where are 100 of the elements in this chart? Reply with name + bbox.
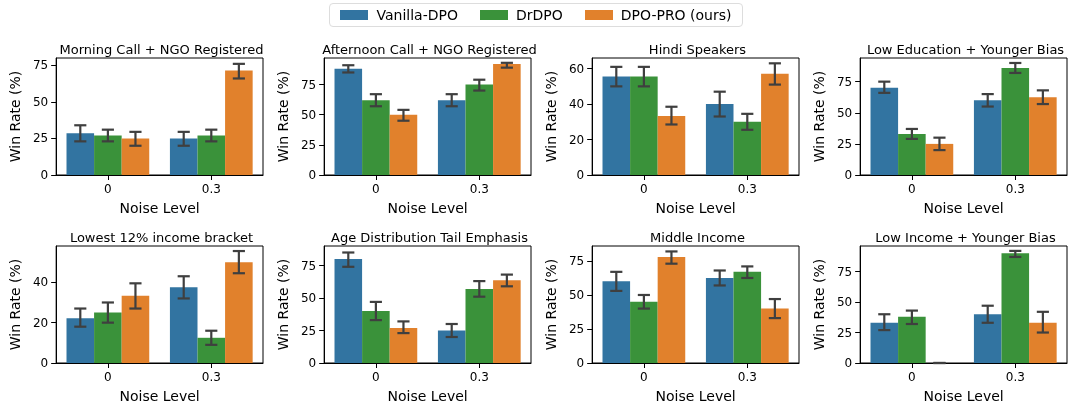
bar xyxy=(493,280,521,363)
y-tick-label: 75 xyxy=(32,58,49,73)
x-tick-label: 0.3 xyxy=(1005,182,1025,196)
y-tick-label: 0 xyxy=(844,168,853,182)
bar xyxy=(121,138,150,175)
x-tick-label: 0.3 xyxy=(201,370,221,384)
x-tick-label: 0.3 xyxy=(1005,370,1025,384)
bar xyxy=(493,64,521,175)
bar xyxy=(362,100,390,175)
y-tick-label: 25 xyxy=(300,137,317,152)
chart-title: Hindi Speakers xyxy=(648,42,747,57)
y-tick-label: 60 xyxy=(568,61,585,76)
y-tick-label: 0 xyxy=(308,356,317,370)
bar xyxy=(197,135,226,175)
bar xyxy=(602,281,631,363)
bar xyxy=(66,318,95,363)
y-tick-label: 50 xyxy=(300,291,317,305)
y-tick-label: 0 xyxy=(308,168,317,182)
y-tick-label: 50 xyxy=(568,287,585,302)
chart-title: Middle Income xyxy=(650,230,745,245)
bar xyxy=(1029,322,1057,363)
bar xyxy=(925,143,954,175)
y-tick-label: 25 xyxy=(836,325,853,340)
y-axis-title: Win Rate (%) xyxy=(7,70,23,163)
bar xyxy=(657,115,686,175)
x-axis-title: Noise Level xyxy=(923,200,1004,216)
bar xyxy=(334,259,363,363)
y-tick-label: 75 xyxy=(300,258,317,273)
bar xyxy=(898,133,926,175)
y-tick-label: 25 xyxy=(836,136,853,151)
x-axis-title: Noise Level xyxy=(119,388,200,404)
x-axis-title: Noise Level xyxy=(655,200,736,216)
bar xyxy=(94,135,122,175)
bar xyxy=(437,330,466,363)
y-tick-label: 20 xyxy=(568,132,585,147)
x-tick-label: 0 xyxy=(908,182,916,196)
chart-title: Morning Call + NGO Registered xyxy=(59,42,264,57)
legend-label: DrDPO xyxy=(515,7,563,23)
x-tick-label: 0 xyxy=(372,370,380,384)
bar xyxy=(1029,97,1057,175)
bar xyxy=(705,104,734,175)
bar xyxy=(630,76,658,175)
x-axis-title: Noise Level xyxy=(923,388,1004,404)
y-tick-label: 50 xyxy=(300,107,317,122)
x-tick-label: 0.3 xyxy=(737,370,757,384)
bar xyxy=(1001,67,1030,175)
x-tick-label: 0.3 xyxy=(201,182,221,196)
bar xyxy=(870,322,899,363)
y-axis-title: Win Rate (%) xyxy=(543,70,559,163)
bar xyxy=(657,256,686,363)
y-tick-label: 40 xyxy=(568,97,585,112)
bar xyxy=(761,308,789,363)
y-tick-label: 20 xyxy=(32,315,49,330)
y-tick-label: 0 xyxy=(40,356,49,370)
bar xyxy=(94,312,122,363)
y-tick-label: 75 xyxy=(568,253,585,268)
x-tick-label: 0.3 xyxy=(469,370,489,384)
y-axis-title: Win Rate (%) xyxy=(543,258,559,351)
y-tick-label: 25 xyxy=(300,323,317,338)
x-tick-label: 0 xyxy=(908,370,916,384)
x-tick-label: 0.3 xyxy=(737,182,757,196)
bar xyxy=(437,100,466,175)
chart-title: Low Income + Younger Bias xyxy=(875,230,1056,245)
y-axis-title: Win Rate (%) xyxy=(811,258,827,351)
y-axis-title: Win Rate (%) xyxy=(275,70,291,163)
bar xyxy=(362,311,390,363)
y-tick-label: 0 xyxy=(40,168,49,182)
y-tick-label: 75 xyxy=(836,74,853,89)
y-tick-label: 50 xyxy=(32,94,49,109)
chart-title: Afternoon Call + NGO Registered xyxy=(322,42,537,57)
bar xyxy=(973,314,1002,363)
x-axis-title: Noise Level xyxy=(387,200,468,216)
legend-label: DPO-PRO (ours) xyxy=(620,7,732,23)
x-tick-label: 0 xyxy=(372,182,380,196)
bar xyxy=(334,68,363,175)
x-tick-label: 0 xyxy=(640,370,648,384)
y-tick-label: 75 xyxy=(300,77,317,92)
y-tick-label: 0 xyxy=(576,356,585,370)
x-tick-label: 0 xyxy=(104,182,112,196)
x-tick-label: 0 xyxy=(104,370,112,384)
bar xyxy=(389,327,418,363)
y-axis-title: Win Rate (%) xyxy=(7,258,23,351)
bar xyxy=(389,114,418,175)
y-tick-label: 50 xyxy=(836,105,853,120)
y-tick-label: 75 xyxy=(836,264,853,279)
y-tick-label: 50 xyxy=(836,295,853,310)
bar xyxy=(225,70,253,175)
bar xyxy=(465,288,494,363)
y-tick-label: 25 xyxy=(32,131,49,146)
chart-title: Age Distribution Tail Emphasis xyxy=(331,230,529,245)
bar xyxy=(973,100,1002,175)
x-tick-label: 0 xyxy=(640,182,648,196)
bar xyxy=(465,84,494,175)
y-tick-label: 0 xyxy=(576,168,585,182)
bar xyxy=(225,262,253,363)
bar xyxy=(66,133,95,175)
bar xyxy=(169,287,198,363)
bar xyxy=(898,316,926,363)
y-tick-label: 0 xyxy=(844,356,853,370)
legend-label: Vanilla-DPO xyxy=(376,7,458,23)
